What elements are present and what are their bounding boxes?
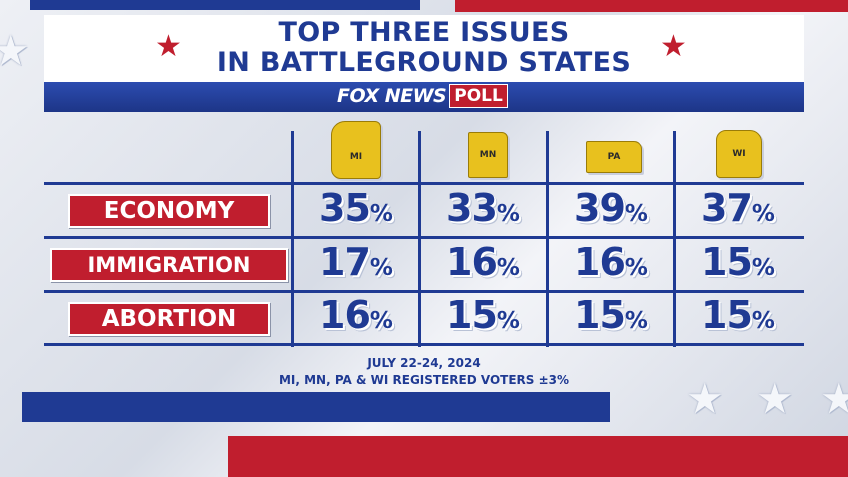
value-cell: 37% [676,189,800,227]
value-number: 37 [701,186,753,230]
footer-date: JULY 22-24, 2024 [367,356,481,370]
value-percent-sign: % [369,255,393,281]
grid-line [44,182,804,185]
state-label-pa: PA [607,152,621,162]
value-cell: 35% [294,189,418,227]
value-cell: 15% [676,296,800,334]
value-cell: 16% [549,243,673,281]
value-percent-sign: % [369,201,393,227]
background-star-icon: ★ [756,374,794,423]
grid-line [546,131,549,347]
value-cell: 33% [421,189,545,227]
value-percent-sign: % [624,308,648,334]
background-star-icon: ★ [820,374,848,423]
value-percent-sign: % [751,201,775,227]
value-percent-sign: % [751,255,775,281]
value-cell: 16% [294,296,418,334]
title-line-2: IN BATTLEGROUND STATES [216,47,632,78]
grid-line [44,290,804,293]
top-blue-stripe [30,0,420,10]
value-cell: 15% [549,296,673,334]
value-percent-sign: % [496,255,520,281]
value-cell: 16% [421,243,545,281]
footer-sample: MI, MN, PA & WI REGISTERED VOTERS ±3% [278,373,570,387]
grid-line [44,236,804,239]
value-percent-sign: % [369,308,393,334]
value-number: 15 [574,293,626,337]
page-title: TOP THREE ISSUES IN BATTLEGROUND STATES [44,18,804,78]
background-star-icon: ★ [686,374,724,423]
grid-line [291,131,294,347]
grid-line [44,343,804,346]
row-label-immigration: IMMIGRATION [50,248,288,282]
top-red-stripe [455,0,848,12]
value-percent-sign: % [496,308,520,334]
logo-brand: FOX NEWS [337,85,447,107]
value-number: 17 [319,240,371,284]
bottom-red-stripe [228,436,848,477]
red-star-icon: ★ [155,29,182,64]
wisconsin-state-icon: WI [716,130,762,178]
row-label-economy: ECONOMY [68,194,270,228]
title-line-1: TOP THREE ISSUES [278,17,570,48]
minnesota-state-icon: MN [468,132,508,178]
grid-line [418,131,421,347]
value-percent-sign: % [496,201,520,227]
value-cell: 15% [421,296,545,334]
value-number: 15 [701,293,753,337]
value-number: 39 [574,186,626,230]
value-percent-sign: % [624,255,648,281]
pennsylvania-state-icon: PA [586,141,642,173]
background-star-icon: ★ [0,26,30,75]
fox-news-poll-logo: FOX NEWS POLL [334,84,508,108]
grid-line [673,131,676,347]
value-number: 35 [319,186,371,230]
red-star-icon: ★ [660,29,687,64]
value-percent-sign: % [624,201,648,227]
value-cell: 15% [676,243,800,281]
value-number: 33 [446,186,498,230]
value-number: 16 [446,240,498,284]
value-cell: 17% [294,243,418,281]
bottom-blue-stripe [22,392,610,422]
state-label-mn: MN [479,150,497,160]
state-label-mi: MI [349,152,363,162]
title-band [44,82,804,112]
state-label-wi: WI [732,149,746,159]
value-percent-sign: % [751,308,775,334]
value-number: 15 [701,240,753,284]
value-number: 16 [319,293,371,337]
value-number: 15 [446,293,498,337]
michigan-state-icon: MI [331,121,381,179]
row-label-abortion: ABORTION [68,302,270,336]
value-number: 16 [574,240,626,284]
value-cell: 39% [549,189,673,227]
logo-poll: POLL [449,84,508,108]
